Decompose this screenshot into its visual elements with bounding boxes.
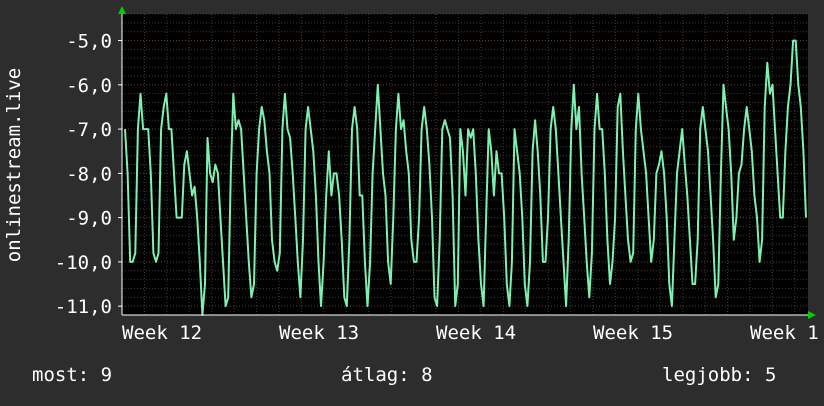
y-axis-label: onlinestream.live xyxy=(3,68,25,262)
x-tick-label: Week 13 xyxy=(279,322,359,344)
legend-now-label: most: xyxy=(32,364,90,386)
x-tick-labels: Week 12 Week 13 Week 14 Week 15 Week 1 xyxy=(122,322,819,344)
y-axis-arrow-icon xyxy=(118,6,126,14)
y-tick-labels: -5,0 -6,0 -7,0 -8,0 -9,0 -10,0 -11,0 xyxy=(55,31,122,318)
y-tick-label: -10,0 xyxy=(55,252,112,274)
y-tick-label: -8,0 xyxy=(66,163,112,185)
x-tick-label: Week 12 xyxy=(122,322,202,344)
y-tick-label: -11,0 xyxy=(55,296,112,318)
x-tick-label: Week 15 xyxy=(593,322,673,344)
legend-average-label: átlag: xyxy=(341,364,410,386)
legend-average: átlag: 8 xyxy=(341,364,433,386)
legend-best-label: legjobb: xyxy=(662,364,754,386)
series-line xyxy=(124,39,807,316)
y-tick-label: -9,0 xyxy=(66,208,112,230)
x-axis-arrow-icon xyxy=(808,311,816,319)
legend-best: legjobb: 5 xyxy=(662,364,776,386)
legend-best-value: 5 xyxy=(764,364,777,386)
x-tick-label: Week 14 xyxy=(436,322,516,344)
legend-average-value: 8 xyxy=(421,364,433,386)
y-tick-label: -6,0 xyxy=(66,75,112,97)
y-tick-label: -7,0 xyxy=(66,119,112,141)
y-tick-label: -5,0 xyxy=(66,31,112,53)
x-tick-label: Week 1 xyxy=(750,322,819,344)
legend-now: most: 9 xyxy=(32,364,112,386)
legend-now-value: 9 xyxy=(100,364,113,386)
